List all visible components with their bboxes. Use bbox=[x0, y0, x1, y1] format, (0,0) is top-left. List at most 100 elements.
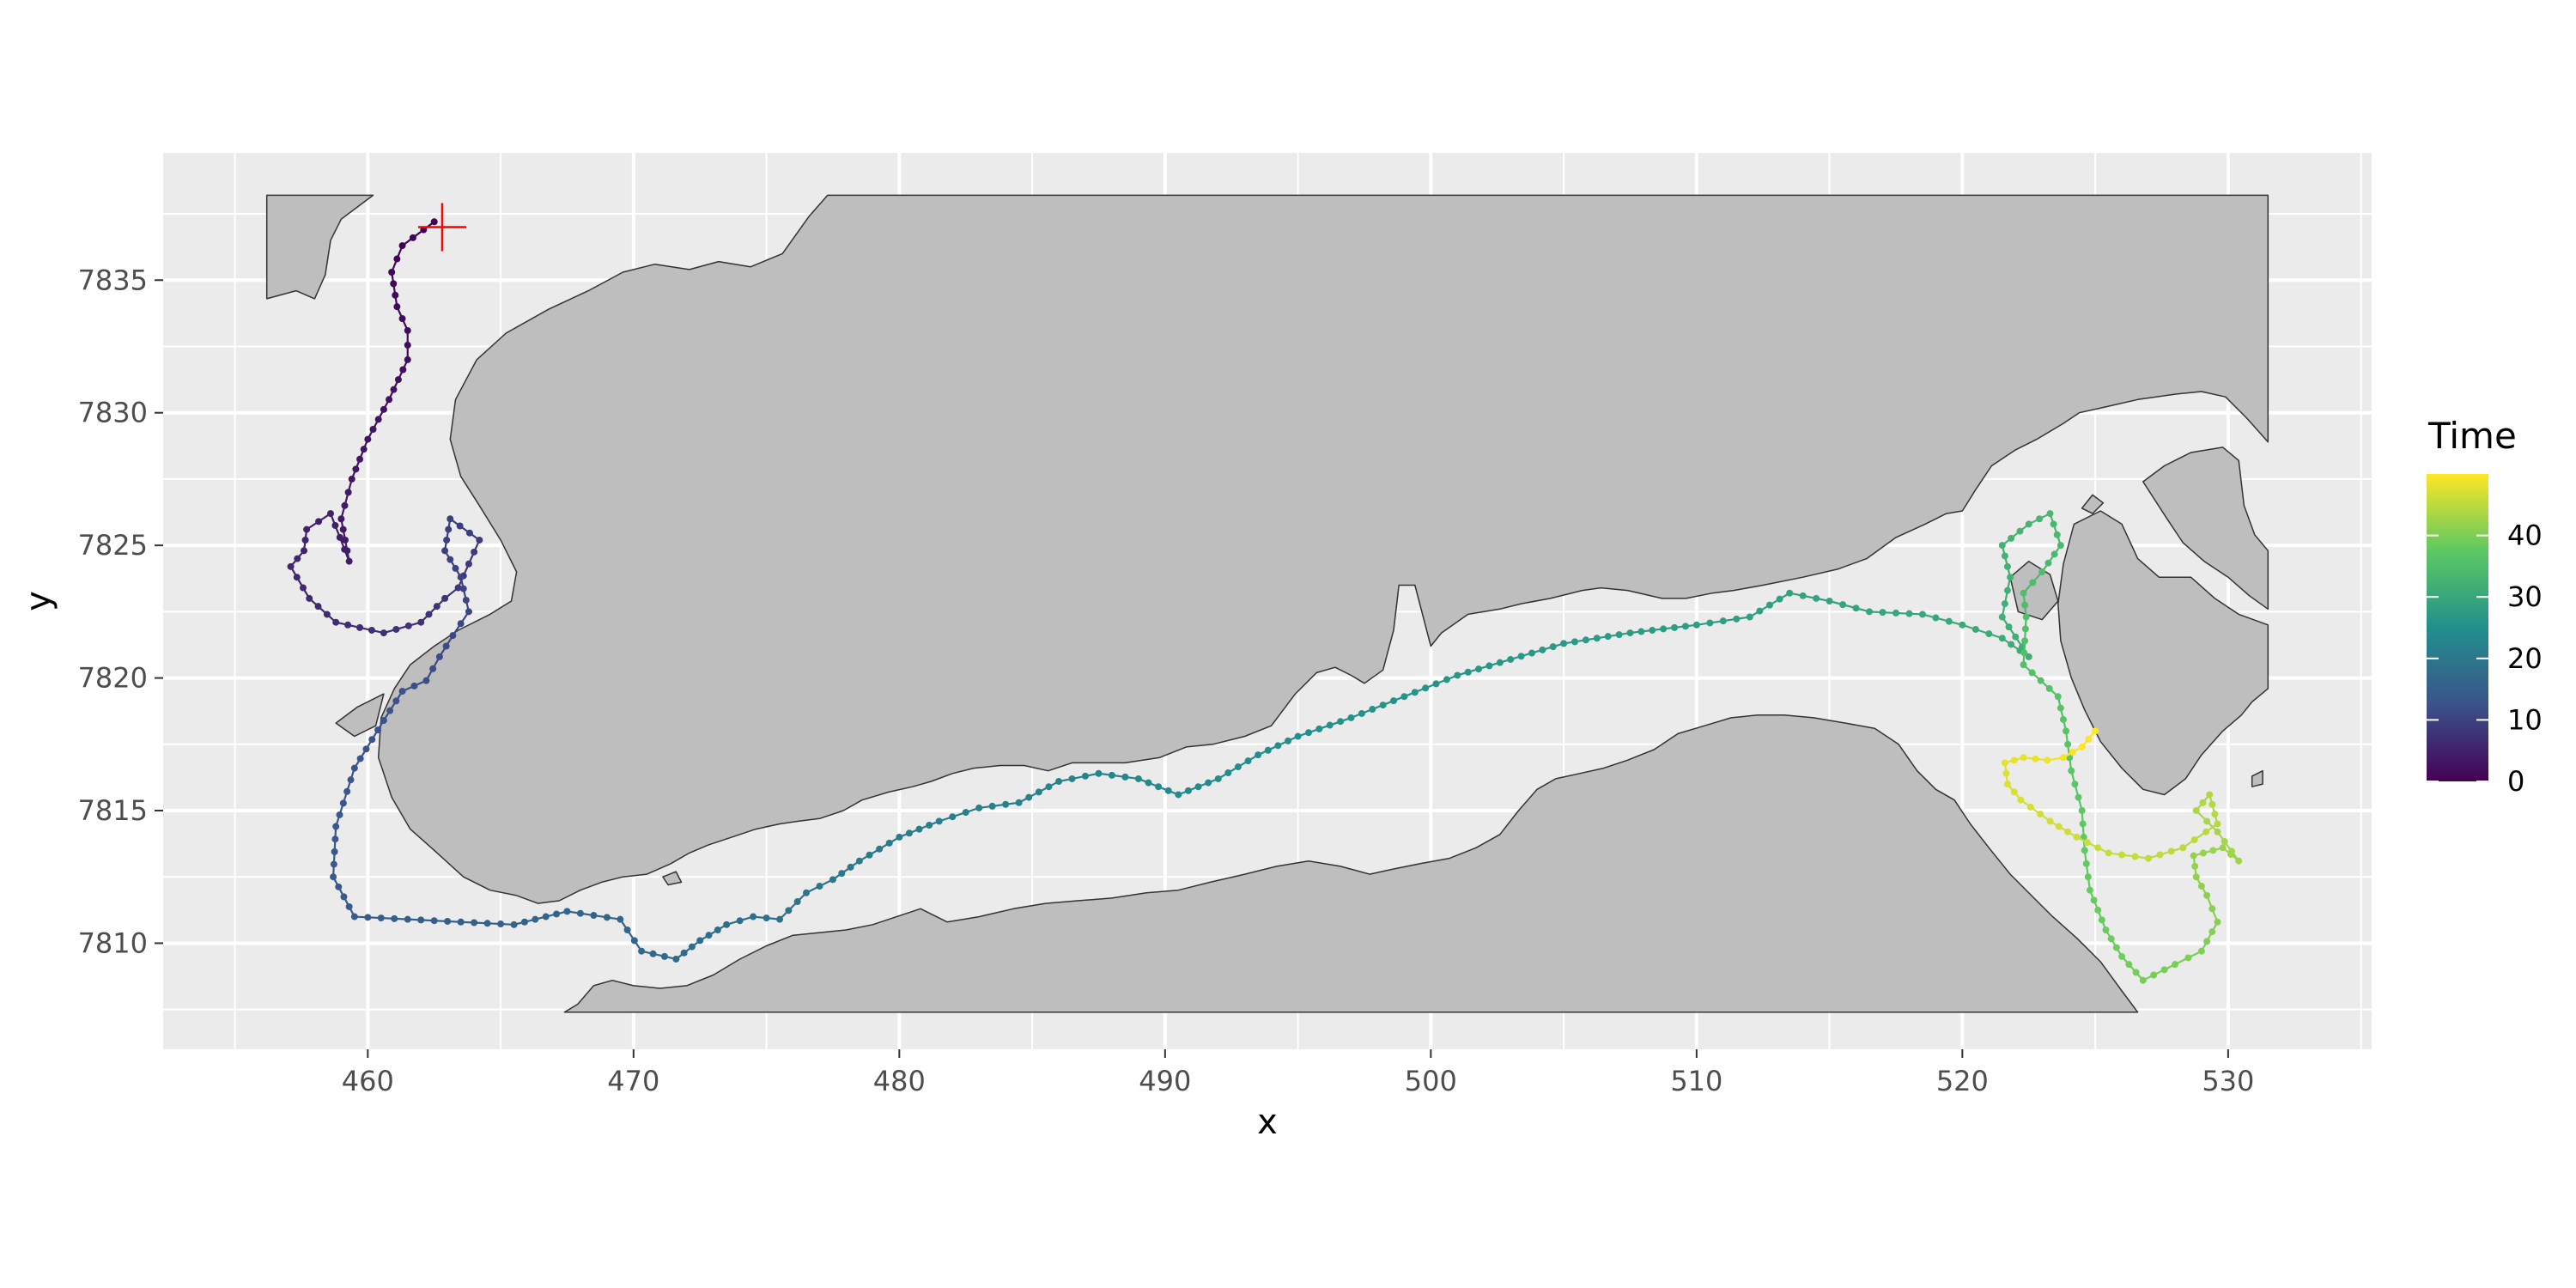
track-segment bbox=[2108, 852, 2149, 860]
track-point bbox=[369, 426, 377, 434]
track-point bbox=[430, 917, 438, 925]
track-point bbox=[1055, 778, 1063, 786]
track-point bbox=[345, 902, 353, 910]
track-segment bbox=[2049, 513, 2062, 546]
track-point bbox=[1852, 605, 1860, 612]
track-point bbox=[553, 910, 561, 918]
track-point bbox=[386, 396, 393, 404]
track-point bbox=[1015, 799, 1023, 806]
track-point bbox=[1671, 623, 1679, 631]
track-point bbox=[2001, 759, 2008, 767]
track-point bbox=[2139, 976, 2147, 984]
track-point bbox=[330, 860, 337, 868]
track-point bbox=[347, 776, 355, 784]
x-tick-label: 480 bbox=[873, 1065, 926, 1097]
y-tick-label: 7835 bbox=[78, 264, 148, 296]
track-point bbox=[2003, 562, 2011, 570]
track-point bbox=[344, 489, 352, 496]
x-tick-label: 460 bbox=[342, 1065, 394, 1097]
track-point bbox=[866, 851, 873, 859]
track-point bbox=[483, 920, 491, 927]
track-point bbox=[2197, 883, 2205, 890]
track-segment bbox=[2216, 831, 2240, 862]
track-point bbox=[471, 548, 478, 556]
track-point bbox=[696, 937, 704, 945]
track-point bbox=[2081, 847, 2088, 854]
track-point bbox=[750, 913, 757, 920]
track-point bbox=[393, 255, 401, 263]
track-point bbox=[336, 811, 343, 818]
track-point bbox=[1184, 787, 1192, 794]
track-point bbox=[1813, 594, 1820, 602]
track-point bbox=[2145, 854, 2153, 862]
track-point bbox=[393, 303, 401, 311]
track-point bbox=[1998, 542, 2006, 550]
track-point bbox=[341, 545, 349, 553]
track-point bbox=[336, 533, 343, 541]
land-northwest-islet bbox=[265, 194, 374, 300]
track-point bbox=[404, 622, 412, 629]
x-tick-label: 470 bbox=[607, 1065, 659, 1097]
track-segment bbox=[391, 271, 398, 307]
track-point bbox=[962, 809, 969, 817]
track-segment bbox=[2064, 731, 2073, 771]
track-point bbox=[1945, 617, 1953, 625]
track-point bbox=[341, 501, 349, 509]
track-point bbox=[2078, 807, 2086, 815]
track-point bbox=[456, 522, 464, 530]
track-point bbox=[1255, 751, 1262, 759]
track-point bbox=[617, 915, 624, 923]
track-point bbox=[672, 955, 680, 963]
track-point bbox=[1155, 783, 1163, 791]
track-point bbox=[2192, 873, 2200, 881]
track-point bbox=[377, 914, 385, 922]
track-point bbox=[935, 817, 943, 825]
track-point bbox=[2227, 848, 2235, 855]
track-point bbox=[1134, 775, 1142, 782]
x-tick-label: 500 bbox=[1405, 1065, 1457, 1097]
track-point bbox=[723, 920, 731, 928]
track-point bbox=[1998, 613, 2006, 621]
track-segment bbox=[383, 621, 422, 635]
track-point bbox=[688, 943, 696, 951]
track-point bbox=[442, 642, 450, 650]
track-point bbox=[2219, 844, 2227, 852]
track-point bbox=[1649, 626, 1656, 634]
track-point bbox=[1475, 665, 1483, 673]
track-point bbox=[2053, 531, 2061, 538]
track-segment bbox=[2001, 544, 2012, 578]
track-point bbox=[2150, 971, 2158, 979]
track-point bbox=[1485, 662, 1493, 670]
track-point bbox=[2008, 534, 2015, 542]
track-point bbox=[1733, 615, 1741, 623]
legend-tick-label: 0 bbox=[2507, 765, 2524, 798]
track-point bbox=[2079, 820, 2087, 828]
track-segment bbox=[1962, 623, 2003, 640]
track-point bbox=[294, 555, 301, 562]
track-point bbox=[445, 526, 453, 533]
track-point bbox=[905, 829, 913, 837]
track-segment bbox=[449, 518, 480, 541]
track-point bbox=[314, 603, 322, 611]
land-northern-landmass bbox=[377, 194, 2269, 904]
track-point bbox=[2059, 754, 2067, 762]
legend-colorbar bbox=[2427, 474, 2488, 781]
track-point bbox=[2025, 653, 2032, 660]
track-point bbox=[343, 787, 351, 795]
track-point bbox=[2203, 891, 2211, 899]
track-point bbox=[2020, 661, 2027, 669]
track-point bbox=[1604, 633, 1612, 641]
track-point bbox=[380, 629, 387, 637]
track-segment bbox=[289, 566, 311, 599]
track-point bbox=[1879, 609, 1886, 617]
track-point bbox=[331, 521, 339, 529]
legend-tick-label: 40 bbox=[2507, 519, 2543, 552]
track-point bbox=[374, 726, 382, 734]
track-point bbox=[1719, 617, 1727, 625]
track-point bbox=[465, 608, 472, 616]
track-point bbox=[388, 268, 396, 276]
track bbox=[287, 218, 2243, 984]
track-point bbox=[2026, 803, 2034, 811]
track-segment bbox=[1098, 772, 1139, 781]
track-segment bbox=[2057, 696, 2068, 732]
